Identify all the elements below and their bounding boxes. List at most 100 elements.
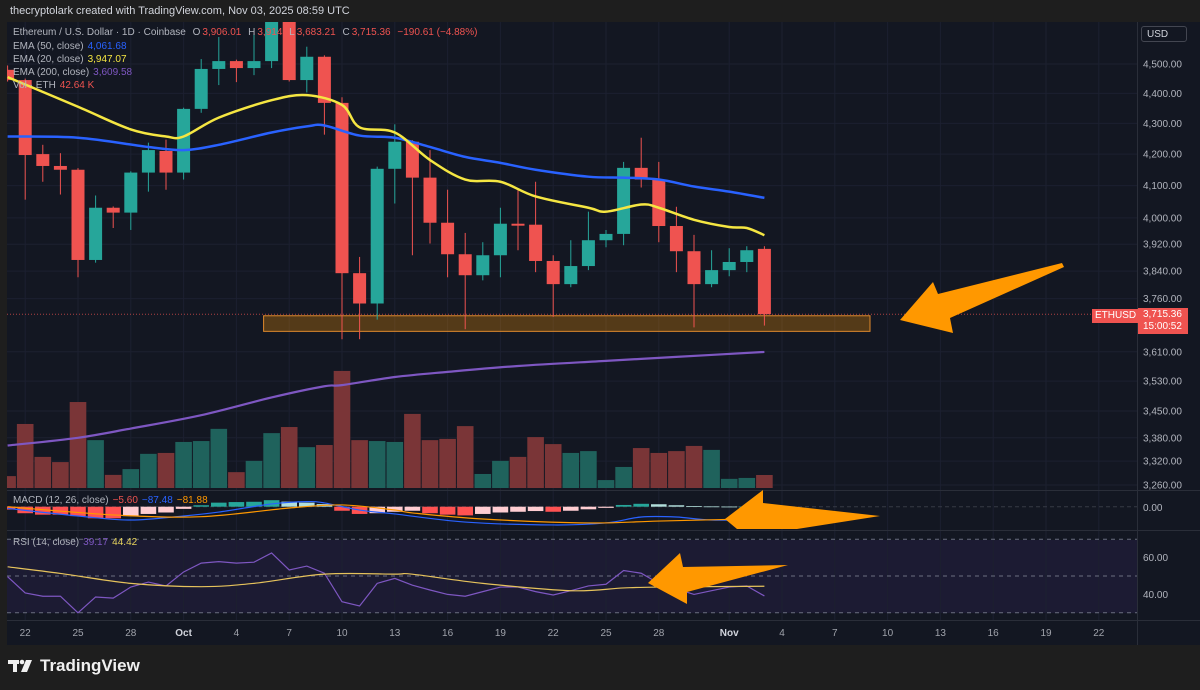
legend-ema50[interactable]: EMA (50, close) 4,061.68 [13, 41, 131, 52]
candle[interactable] [53, 153, 67, 195]
candle[interactable] [722, 248, 736, 277]
candle[interactable] [740, 246, 754, 273]
candle[interactable] [687, 234, 701, 328]
volume-bar [544, 444, 562, 488]
candle[interactable] [106, 206, 120, 228]
candle[interactable] [1, 65, 15, 82]
candle[interactable] [317, 55, 331, 135]
candle-body [476, 255, 490, 276]
legend-ema20[interactable]: EMA (20, close) 3,947.07 [13, 54, 131, 65]
rsi-pane[interactable] [7, 538, 1137, 614]
macd-histogram-bar [598, 506, 614, 508]
price-axis-label: 3,760.00 [1143, 294, 1182, 305]
candle[interactable] [599, 229, 613, 248]
candle[interactable] [441, 189, 455, 278]
ema200-label[interactable]: EMA (200, close) [13, 67, 90, 78]
candle[interactable] [476, 242, 490, 281]
macd-histogram-bar [545, 506, 561, 512]
price-axis-label: 3,260.00 [1143, 480, 1182, 491]
macd-label[interactable]: MACD (12, 26, close) [13, 495, 109, 506]
rsi-ma-value: 44.42 [112, 537, 138, 548]
candle[interactable] [564, 240, 578, 288]
candle[interactable] [669, 206, 683, 273]
annotations[interactable] [648, 263, 1064, 604]
candle[interactable] [212, 37, 226, 86]
volume-bar [351, 440, 368, 488]
legend-rsi[interactable]: RSI (14, close) 39.17 44.42 [13, 537, 141, 548]
macd-histogram-bar [70, 506, 86, 517]
candle[interactable] [493, 207, 507, 278]
currency-selector[interactable]: USD [1141, 26, 1187, 42]
macd-histogram-bar [387, 506, 403, 512]
candle[interactable] [71, 168, 85, 278]
legend-volume[interactable]: Vol · ETH 42.64 K [13, 80, 98, 91]
candle-body [705, 270, 719, 285]
candle[interactable] [36, 144, 50, 182]
candle[interactable] [705, 250, 719, 288]
rsi-label[interactable]: RSI (14, close) [13, 537, 80, 548]
candle[interactable] [300, 46, 314, 93]
candle-body [71, 169, 85, 260]
candle[interactable] [194, 59, 208, 113]
candle-body [687, 251, 701, 285]
candle[interactable] [423, 150, 437, 244]
candle[interactable] [581, 211, 595, 271]
candle[interactable] [546, 255, 560, 317]
ema50-value: 4,061.68 [87, 41, 127, 52]
volume-bar [703, 449, 720, 488]
main-pane[interactable] [0, 12, 1137, 488]
volume-label[interactable]: Vol · ETH [13, 80, 56, 91]
volume-bar [245, 460, 263, 488]
rsi-value: 39.17 [83, 537, 109, 548]
candle[interactable] [335, 97, 349, 340]
legend-macd[interactable]: MACD (12, 26, close) −5.60 −87.48 −81.88 [13, 495, 212, 506]
volume-bar [175, 441, 192, 488]
candle[interactable] [617, 161, 631, 246]
macd-pane[interactable] [0, 500, 1137, 526]
candle[interactable] [282, 14, 296, 82]
price-axis-label: 3,840.00 [1143, 267, 1182, 278]
volume-bar [738, 477, 756, 488]
volume-bar [668, 451, 685, 488]
candle-body [740, 250, 754, 262]
candle[interactable] [353, 256, 367, 340]
arrow-annotation-rsi[interactable] [648, 553, 788, 604]
arrow-annotation-price[interactable] [900, 263, 1064, 333]
candle[interactable] [89, 195, 103, 263]
support-zone-rectangle[interactable] [263, 315, 871, 332]
legend-ema200[interactable]: EMA (200, close) 3,609.58 [13, 67, 136, 78]
time-axis-label: 16 [988, 628, 1000, 639]
tradingview-logo[interactable]: TradingView [8, 656, 140, 676]
candle-body [546, 260, 560, 285]
candle-body [634, 167, 648, 180]
candle[interactable] [405, 140, 419, 256]
candle[interactable] [141, 142, 155, 192]
candle[interactable] [370, 166, 384, 320]
volume-bar [316, 445, 333, 488]
candle[interactable] [458, 232, 472, 330]
macd-histogram-bar [105, 506, 121, 519]
candle-body [458, 254, 472, 276]
candle-body [722, 261, 736, 271]
candle[interactable] [757, 246, 771, 326]
volume-bar [456, 426, 474, 488]
candle[interactable] [265, 12, 279, 69]
macd-histogram-bar [651, 504, 667, 507]
ema20-label[interactable]: EMA (20, close) [13, 54, 84, 65]
price-axis-label: 3,320.00 [1143, 457, 1182, 468]
candle[interactable] [247, 33, 261, 76]
ema50-label[interactable]: EMA (50, close) [13, 41, 84, 52]
candle[interactable] [652, 161, 666, 243]
legend-symbol-row[interactable]: Ethereum / U.S. Dollar · 1D · Coinbase O… [13, 27, 481, 38]
candle[interactable] [177, 107, 191, 180]
candle[interactable] [511, 189, 525, 251]
candle-body [652, 179, 666, 227]
macd-histogram-bar [87, 506, 104, 519]
arrow-annotation-macd[interactable] [725, 490, 880, 529]
candle[interactable] [229, 59, 243, 83]
symbol-title[interactable]: Ethereum / U.S. Dollar · 1D · Coinbase [13, 27, 186, 38]
open-value: 3,906.01 [202, 27, 242, 38]
rsi-line [7, 552, 765, 614]
candle[interactable] [124, 171, 138, 230]
